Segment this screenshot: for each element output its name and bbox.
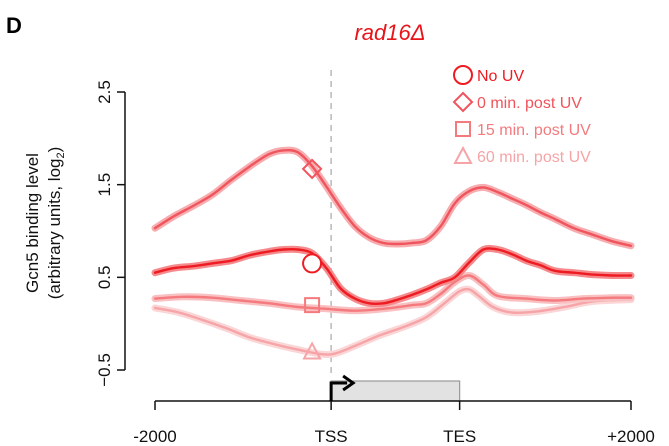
y-axis-title-suffix: ) bbox=[45, 147, 64, 153]
x-tick-label-3: +2000 bbox=[607, 427, 655, 446]
legend-marker-no-uv bbox=[453, 65, 473, 85]
y-axis-title-line1: Gcn5 binding level bbox=[23, 153, 42, 293]
y-tick-label-3: 2.5 bbox=[95, 80, 114, 104]
series-marker-bg-no-uv bbox=[303, 254, 322, 273]
series-line-60-min-post-uv bbox=[153, 287, 633, 356]
legend-label-no-uv: No UV bbox=[477, 68, 524, 85]
legend-label-15-min-post-uv: 15 min. post UV bbox=[477, 122, 591, 139]
series-marker-no-uv bbox=[302, 253, 323, 274]
y-axis-title-subscript: 2 bbox=[55, 152, 67, 158]
tss-arrow-head bbox=[342, 374, 356, 392]
panel-label: D bbox=[6, 13, 22, 38]
y-tick-label-group-3: 2.5 bbox=[95, 80, 114, 104]
x-tick-label-0: -2000 bbox=[133, 427, 176, 446]
y-tick-label-0: −0.5 bbox=[95, 353, 114, 387]
series-marker-0-min-post-uv bbox=[301, 158, 323, 180]
y-tick-label-group-2: 1.5 bbox=[95, 173, 114, 197]
tss-arrow-stem bbox=[329, 381, 348, 401]
series-marker-15-min-post-uv bbox=[304, 297, 321, 314]
series-marker-60-min-post-uv bbox=[302, 341, 322, 360]
series-line-0-min-post-uv bbox=[153, 148, 633, 247]
y-tick-label-2: 1.5 bbox=[95, 173, 114, 197]
legend-label-60-min-post-uv: 60 min. post UV bbox=[477, 149, 591, 166]
y-tick-label-group-1: 0.5 bbox=[95, 266, 114, 290]
y-axis-title-line2: (arbitrary units, log2) bbox=[45, 147, 67, 300]
chart-title: rad16Δ bbox=[354, 20, 425, 45]
y-axis-title-prefix: (arbitrary units, log bbox=[45, 159, 64, 300]
series-line-15-min-post-uv bbox=[153, 274, 633, 312]
legend-marker-0-min-post-uv bbox=[452, 91, 474, 113]
series-line-no-uv bbox=[153, 247, 633, 306]
legend: No UV 0 min. post UV 15 min. post UV 60 min… bbox=[452, 65, 591, 166]
axes: −0.5 0.5 1.5 2.5 -2000 TSS TES +2000 bbox=[95, 80, 655, 446]
y-tick-label-group-0: −0.5 bbox=[95, 353, 114, 387]
plot-area bbox=[151, 70, 635, 376]
y-tick-label-1: 0.5 bbox=[95, 266, 114, 290]
legend-label-0-min-post-uv: 0 min. post UV bbox=[477, 95, 582, 112]
legend-marker-60-min-post-uv bbox=[453, 145, 473, 164]
x-tick-label-2: TES bbox=[443, 427, 476, 446]
x-tick-label-1: TSS bbox=[315, 427, 348, 446]
y-axis-title: Gcn5 binding level (arbitrary units, log… bbox=[23, 147, 67, 300]
legend-marker-15-min-post-uv bbox=[455, 121, 471, 137]
